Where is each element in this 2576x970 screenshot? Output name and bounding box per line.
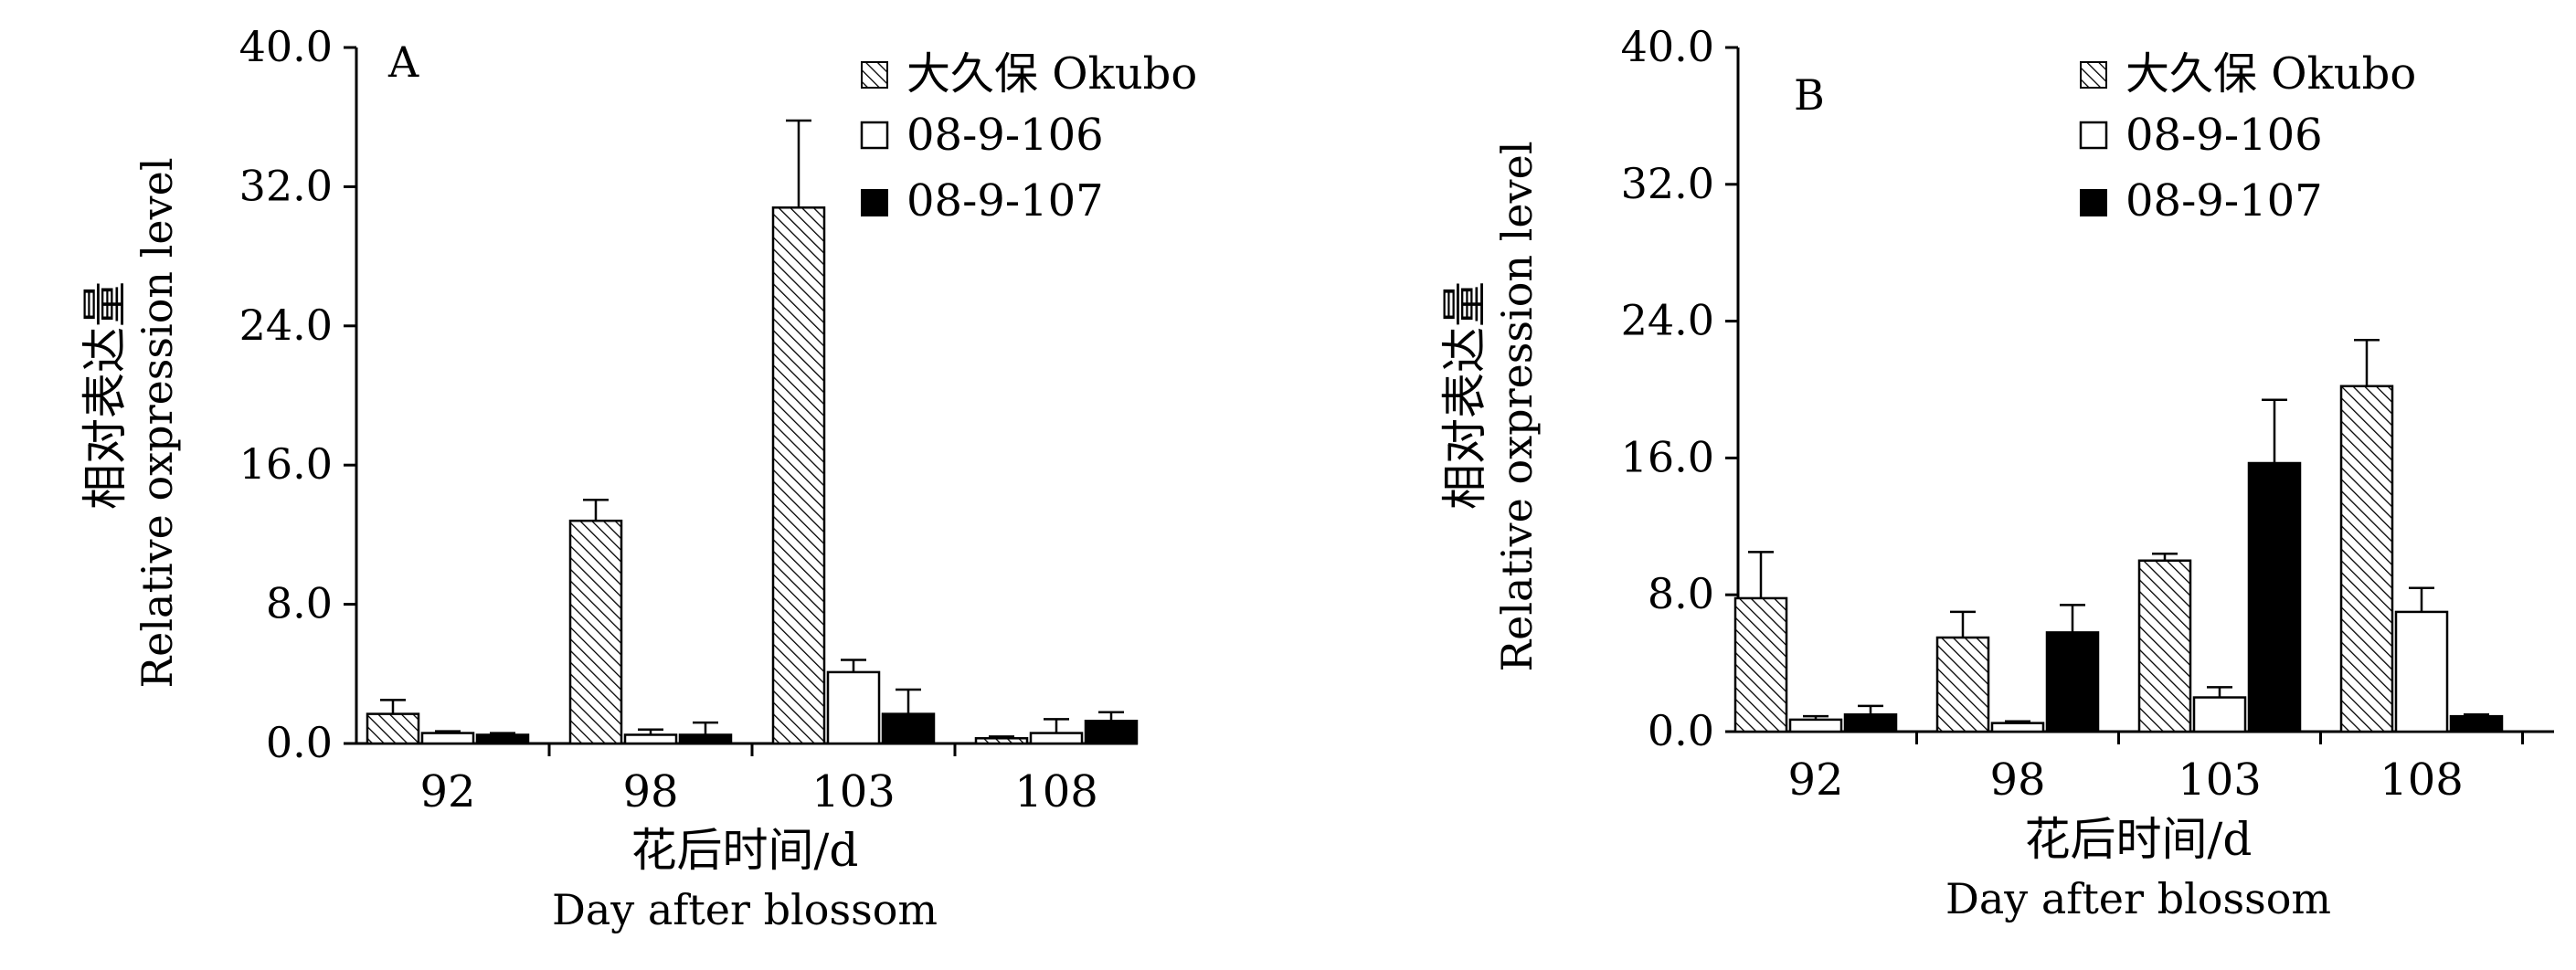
bar-solid-98 [678, 733, 733, 745]
panel-a: 0.0 8.0 16.0 24.0 32.0 40.0 92 98 103 108 A 相对表达… [79, 22, 1197, 934]
y-tick-label: 32.0 [239, 161, 333, 210]
panel-b-legend-swatch-okubo [2080, 61, 2107, 89]
panel-a-legend-label-107: 08-9-107 [906, 175, 1104, 227]
panel-a-legend-swatch-107 [861, 189, 888, 216]
x-tick-label: 98 [622, 766, 678, 817]
panel-b-legend-label-okubo: 大久保 Okubo [2125, 48, 2416, 100]
bar-solid-103 [2247, 461, 2302, 733]
panel-a-ylabel-en: Relative oxpression level [133, 157, 182, 688]
bar-open-92 [420, 732, 475, 745]
bar-solid-103 [881, 712, 936, 745]
y-tick-label: 0.0 [1648, 706, 1714, 755]
panel-b-label: B [1794, 70, 1825, 120]
panel-a-y-ticks: 0.0 8.0 16.0 24.0 32.0 40.0 [239, 22, 356, 767]
bar-hatched-98 [1935, 636, 1990, 733]
panel-a-legend-label-okubo: 大久保 Okubo [906, 48, 1197, 100]
panel-a-label: A [387, 37, 419, 87]
x-tick-label: 108 [2380, 754, 2464, 806]
panel-a-ylabel-cn: 相对表达量 [79, 281, 132, 510]
bar-open-108 [2394, 610, 2449, 733]
panel-b-ylabel-cn: 相对表达量 [1438, 281, 1491, 510]
bar-open-108 [1029, 732, 1084, 745]
y-tick-label: 0.0 [266, 718, 333, 767]
bar-solid-108 [2449, 714, 2504, 733]
panel-a-x-ticks: 92 98 103 108 [419, 743, 1098, 817]
bar-solid-98 [2045, 631, 2100, 733]
bar-open-92 [1788, 718, 1843, 733]
y-tick-label: 8.0 [1648, 569, 1714, 618]
y-tick-label: 24.0 [1621, 296, 1714, 345]
bar-open-103 [826, 670, 881, 745]
panel-b-legend-swatch-107 [2080, 189, 2107, 216]
panel-a-legend-swatch-106 [860, 121, 889, 150]
x-tick-label: 92 [1787, 754, 1843, 806]
panel-b-y-ticks: 0.0 8.0 16.0 24.0 32.0 40.0 [1621, 22, 1738, 755]
y-tick-label: 16.0 [1621, 432, 1714, 481]
x-tick-label: 103 [811, 766, 896, 817]
bar-solid-92 [1843, 713, 1898, 733]
panel-b-legend: 大久保 Okubo 08-9-106 08-9-107 [2079, 48, 2416, 227]
y-tick-label: 24.0 [239, 300, 333, 350]
panel-b-xlabel-en: Day after blossom [1945, 874, 2331, 923]
bar-hatched-98 [568, 519, 623, 745]
bar-open-98 [623, 733, 678, 745]
x-tick-label: 103 [2178, 754, 2262, 806]
panel-b: 0.0 8.0 16.0 24.0 32.0 40.0 92 98 103 108 B 相对表达… [1438, 22, 2554, 923]
bar-solid-108 [1084, 719, 1139, 745]
bar-solid-92 [475, 733, 530, 745]
y-tick-label: 8.0 [266, 579, 333, 628]
x-tick-label: 108 [1014, 766, 1098, 817]
bar-hatched-92 [366, 712, 420, 745]
bar-hatched-108 [2339, 385, 2394, 733]
y-tick-label: 40.0 [1621, 22, 1714, 71]
panel-b-legend-label-107: 08-9-107 [2125, 175, 2323, 227]
y-tick-label: 40.0 [239, 22, 333, 71]
bar-hatched-92 [1733, 596, 1788, 733]
panel-a-xlabel-cn: 花后时间/d [631, 824, 859, 877]
x-tick-label: 98 [1989, 754, 2045, 806]
bar-hatched-103 [2137, 559, 2192, 733]
bar-hatched-108 [974, 737, 1029, 745]
panel-b-legend-swatch-106 [2079, 121, 2108, 150]
panel-a-legend-label-106: 08-9-106 [906, 110, 1104, 161]
panel-a-xlabel-en: Day after blossom [552, 885, 938, 934]
y-tick-label: 16.0 [239, 439, 333, 489]
bar-hatched-103 [771, 206, 826, 745]
panel-b-legend-label-106: 08-9-106 [2125, 110, 2323, 161]
panel-b-x-ticks: 92 98 103 108 [1787, 732, 2524, 806]
bar-open-98 [1990, 722, 2045, 733]
panel-a-legend: 大久保 Okubo 08-9-106 08-9-107 [860, 48, 1197, 227]
bar-open-103 [2192, 696, 2247, 733]
panel-b-xlabel-cn: 花后时间/d [2025, 813, 2253, 866]
panel-b-bars [1733, 338, 2504, 733]
y-tick-label: 32.0 [1621, 159, 1714, 208]
panel-b-ylabel-en: Relative oxpression level [1492, 141, 1542, 671]
panel-a-legend-swatch-okubo [861, 61, 888, 89]
panel-a-bars [366, 119, 1139, 745]
x-tick-label: 92 [419, 766, 475, 817]
